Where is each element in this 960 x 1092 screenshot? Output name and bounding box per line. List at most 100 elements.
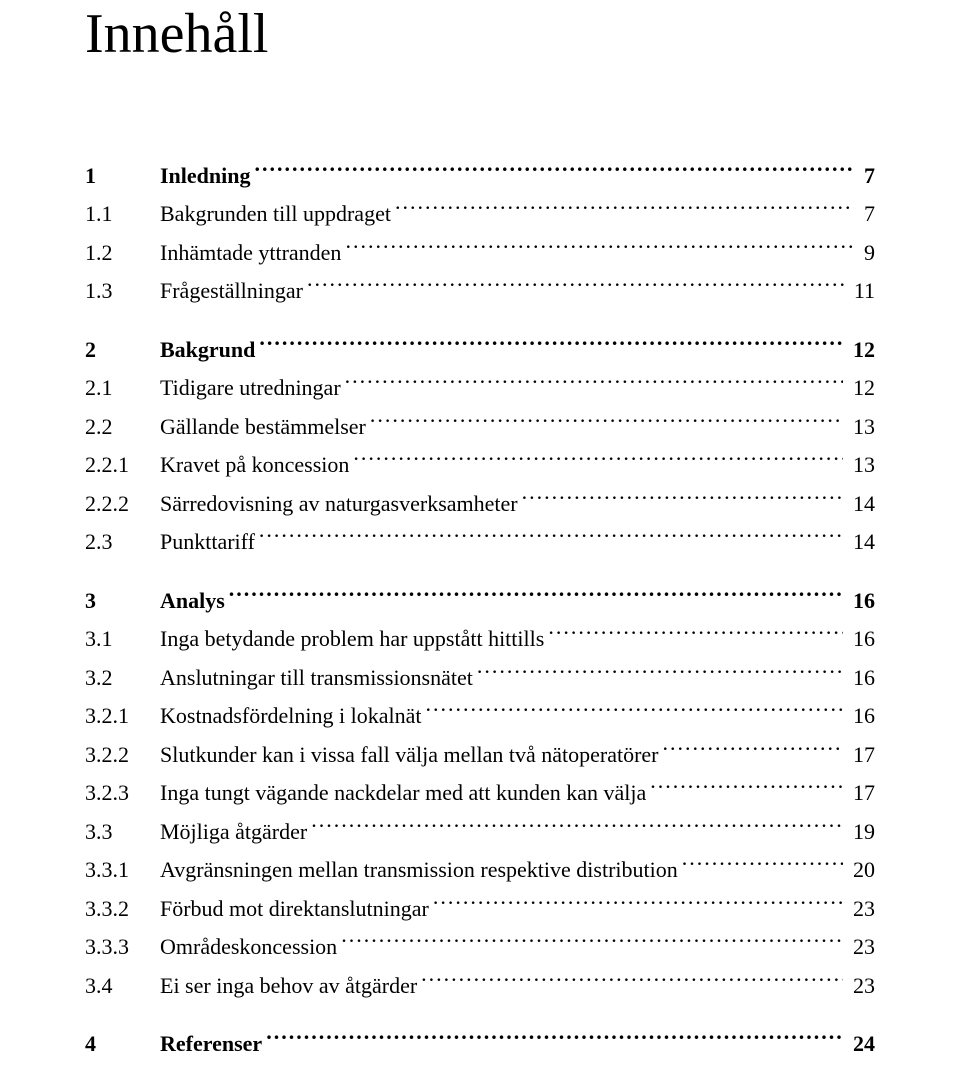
toc-leader-dots [229, 581, 843, 607]
toc-entry-label: Förbud mot direktanslutningar [160, 892, 429, 926]
toc-gap [85, 560, 875, 580]
toc-entry-number: 1 [85, 159, 160, 193]
toc-entry-label: Tidigare utredningar [160, 371, 341, 405]
toc-row: 1.1Bakgrunden till uppdraget 7 [85, 194, 875, 232]
toc-entry-label: Gällande bestämmelser [160, 410, 366, 444]
toc-entry-label: Inledning [160, 159, 251, 193]
toc-row: 2.2.2Särredovisning av naturgasverksamhe… [85, 483, 875, 521]
toc-leader-dots [548, 620, 843, 646]
toc-entry-number: 3.3 [85, 815, 160, 849]
toc-entry-page: 12 [847, 371, 875, 405]
toc-entry-label: Inga betydande problem har uppstått hitt… [160, 622, 544, 656]
toc-row: 3.2Anslutningar till transmissionsnätet1… [85, 657, 875, 695]
toc-entry-label: Bakgrund [160, 333, 255, 367]
toc-leader-dots [341, 928, 843, 954]
toc-leader-dots [259, 523, 843, 549]
toc-entry-page: 17 [847, 738, 875, 772]
toc-entry-page: 11 [848, 274, 875, 308]
toc-entry-label: Avgränsningen mellan transmission respek… [160, 853, 678, 887]
toc-entry-label: Anslutningar till transmissionsnätet [160, 661, 473, 695]
toc-row: 1Inledning 7 [85, 156, 875, 194]
toc-entry-number: 2.1 [85, 371, 160, 405]
toc-leader-dots [395, 195, 854, 221]
toc-entry-number: 2.3 [85, 525, 160, 559]
toc-leader-dots [255, 157, 855, 183]
toc-entry-page: 17 [847, 776, 875, 810]
toc-entry-label: Kostnadsfördelning i lokalnät [160, 699, 422, 733]
toc-entry-number: 3.3.3 [85, 930, 160, 964]
toc-entry-page: 13 [847, 448, 875, 482]
toc-leader-dots [477, 658, 843, 684]
toc-entry-number: 2.2 [85, 410, 160, 444]
toc-leader-dots [650, 774, 843, 800]
toc-entry-page: 20 [847, 853, 875, 887]
toc-row: 2.2.1Kravet på koncession 13 [85, 445, 875, 483]
toc-entry-number: 3.3.1 [85, 853, 160, 887]
toc-row: 2.2Gällande bestämmelser 13 [85, 407, 875, 445]
toc-row: 2.1Tidigare utredningar 12 [85, 368, 875, 406]
toc-entry-number: 3.4 [85, 969, 160, 1003]
toc-row: 3.2.2Slutkunder kan i vissa fall välja m… [85, 734, 875, 772]
toc-entry-number: 1.2 [85, 236, 160, 270]
page-title: Innehåll [85, 0, 875, 66]
toc-gap [85, 310, 875, 330]
toc-entry-label: Slutkunder kan i vissa fall välja mellan… [160, 738, 659, 772]
toc-row: 2Bakgrund12 [85, 330, 875, 368]
toc-entry-page: 16 [847, 622, 875, 656]
toc-row: 2.3Punkttariff14 [85, 522, 875, 560]
toc-entry-number: 4 [85, 1027, 160, 1061]
toc-entry-page: 7 [858, 159, 875, 193]
toc-entry-label: Möjliga åtgärder [160, 815, 307, 849]
toc-entry-label: Områdeskoncession [160, 930, 337, 964]
toc-entry-page: 24 [847, 1027, 875, 1061]
toc-entry-page: 23 [847, 930, 875, 964]
toc-entry-label: Punkttariff [160, 525, 255, 559]
toc-row: 3.2.1Kostnadsfördelning i lokalnät 16 [85, 696, 875, 734]
toc-leader-dots [353, 446, 843, 472]
toc-leader-dots [311, 812, 843, 838]
toc-leader-dots [522, 484, 843, 510]
toc-leader-dots [370, 408, 843, 434]
toc-leader-dots [259, 331, 843, 357]
toc-row: 3.3.1Avgränsningen mellan transmission r… [85, 850, 875, 888]
toc-leader-dots [433, 889, 843, 915]
toc-entry-number: 3.1 [85, 622, 160, 656]
toc-leader-dots [663, 735, 843, 761]
toc-leader-dots [426, 697, 843, 723]
toc-row: 3.3Möjliga åtgärder 19 [85, 811, 875, 849]
toc-row: 3.3.2Förbud mot direktanslutningar23 [85, 888, 875, 926]
toc-leader-dots [266, 1025, 843, 1051]
toc-entry-number: 3.2.2 [85, 738, 160, 772]
toc-page: Innehåll 1Inledning71.1Bakgrunden till u… [0, 0, 960, 1092]
toc-entry-label: Inga tungt vägande nackdelar med att kun… [160, 776, 646, 810]
toc-entry-label: Särredovisning av naturgasverksamheter [160, 487, 518, 521]
toc-leader-dots [307, 272, 844, 298]
toc-entry-label: Referenser [160, 1027, 262, 1061]
toc-entry-number: 3.2 [85, 661, 160, 695]
toc-row: 3.4Ei ser inga behov av åtgärder 23 [85, 965, 875, 1003]
toc-entry-number: 3.3.2 [85, 892, 160, 926]
toc-entry-label: Kravet på koncession [160, 448, 349, 482]
toc-entry-label: Frågeställningar [160, 274, 303, 308]
toc-row: 1.3Frågeställningar 11 [85, 271, 875, 309]
toc-entry-page: 23 [847, 969, 875, 1003]
toc-entry-page: 16 [847, 584, 875, 618]
toc-row: 4Referenser 24 [85, 1024, 875, 1062]
toc-entry-label: Ei ser inga behov av åtgärder [160, 969, 417, 1003]
toc-entry-number: 3.2.1 [85, 699, 160, 733]
toc-entry-number: 1.1 [85, 197, 160, 231]
toc-entry-page: 19 [847, 815, 875, 849]
toc-entry-page: 7 [858, 197, 875, 231]
toc-leader-dots [682, 851, 843, 877]
toc-entry-label: Bakgrunden till uppdraget [160, 197, 391, 231]
toc-entry-page: 13 [847, 410, 875, 444]
toc-entry-number: 2.2.1 [85, 448, 160, 482]
toc-entry-label: Analys [160, 584, 225, 618]
toc-entry-number: 1.3 [85, 274, 160, 308]
toc-leader-dots [421, 966, 843, 992]
toc-entry-number: 2.2.2 [85, 487, 160, 521]
toc-row: 3Analys16 [85, 580, 875, 618]
toc-row: 3.3.3Områdeskoncession 23 [85, 927, 875, 965]
toc-entry-page: 14 [847, 487, 875, 521]
toc-entry-page: 16 [847, 699, 875, 733]
